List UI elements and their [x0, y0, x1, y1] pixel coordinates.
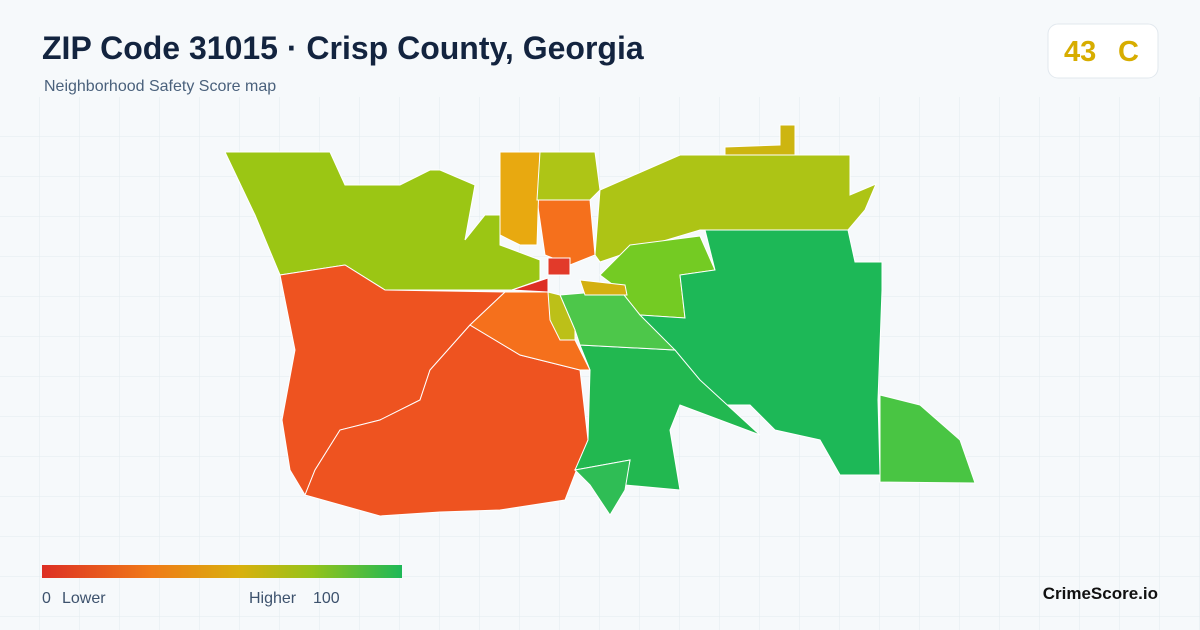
region [573, 459, 631, 516]
score-value: 43 [1064, 36, 1096, 68]
score-grade: C [1118, 36, 1139, 68]
score-badge [1047, 23, 1159, 79]
region [879, 394, 976, 484]
region [574, 344, 761, 491]
title: ZIP Code 31015 · Crisp County, Georgia [42, 30, 644, 66]
subtitle: Neighborhood Safety Score map [44, 78, 276, 95]
region [304, 324, 589, 517]
brand: CrimeScore.io [1043, 584, 1158, 603]
region [547, 291, 576, 341]
legend-max: 100 [313, 590, 340, 607]
legend-min: 0 [42, 590, 51, 607]
region [536, 151, 601, 201]
region [511, 277, 549, 293]
legend-min-label: Lower [62, 590, 106, 607]
region [594, 154, 877, 263]
region [639, 229, 883, 476]
region [499, 151, 541, 246]
region [579, 279, 628, 296]
legend-max-label: Higher [249, 590, 297, 607]
region [536, 199, 596, 266]
map [224, 124, 976, 517]
region [547, 257, 571, 276]
region [724, 124, 796, 156]
legend-gradient [42, 565, 402, 578]
